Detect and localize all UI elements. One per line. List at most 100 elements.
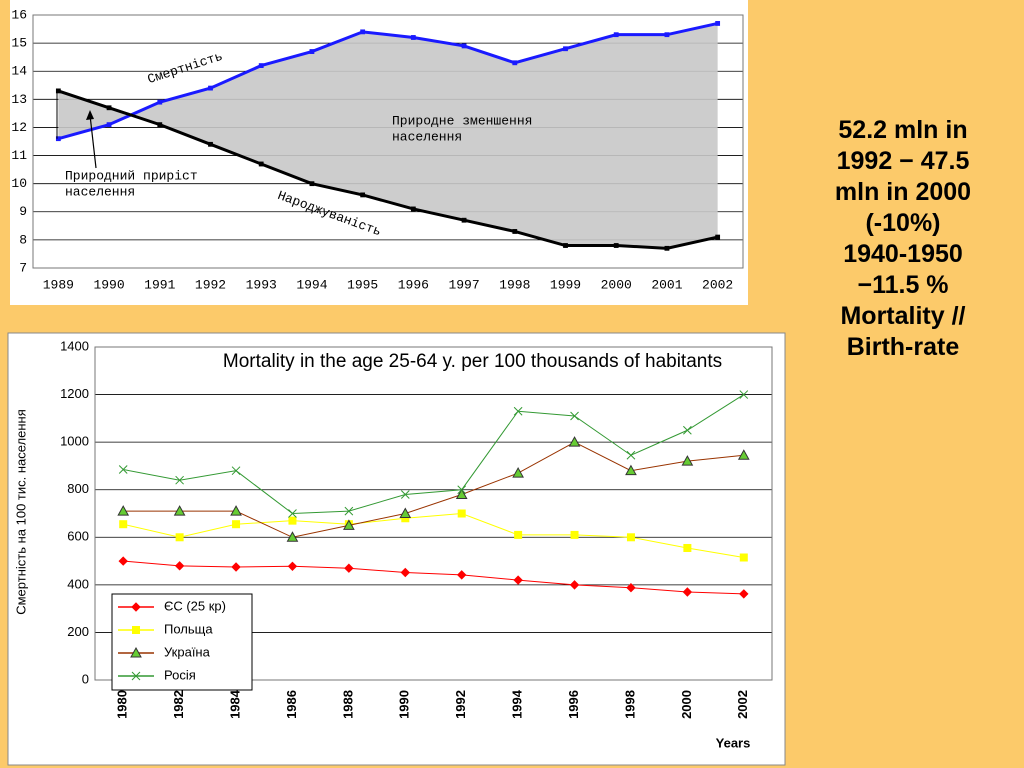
- marker: [208, 141, 213, 147]
- marker: [309, 181, 315, 187]
- y-tick-label: 1400: [60, 338, 89, 353]
- side-text-line: Mortality //: [840, 302, 966, 330]
- legend-label: Росія: [164, 667, 196, 682]
- marker: [360, 29, 366, 35]
- marker: [106, 105, 112, 111]
- marker: [344, 506, 354, 516]
- marker: [461, 217, 467, 223]
- marker: [230, 505, 242, 516]
- legend-box: [111, 593, 253, 691]
- x-tick-label: 1992: [453, 690, 468, 719]
- marker: [568, 436, 581, 447]
- y-tick-label: 11: [11, 148, 27, 163]
- marker: [737, 449, 750, 460]
- marker: [106, 122, 112, 128]
- marker: [174, 561, 185, 571]
- marker: [157, 99, 163, 105]
- x-axis-label: Years: [716, 735, 751, 750]
- marker: [570, 530, 579, 539]
- marker: [681, 455, 694, 466]
- x-tick-label: 1994: [510, 689, 525, 719]
- marker: [455, 488, 468, 499]
- marker: [683, 425, 692, 435]
- y-tick-label: 0: [82, 671, 89, 686]
- marker: [258, 161, 264, 167]
- series-line: [57, 89, 718, 250]
- y-tick-label: 14: [11, 64, 27, 79]
- y-axis-label: Смертність на 100 тис. населення: [13, 409, 28, 615]
- x-tick-label: 2002: [702, 277, 733, 292]
- x-tick-label: 1980: [115, 690, 130, 719]
- marker: [157, 122, 163, 128]
- x-tick-label: 1989: [43, 277, 74, 292]
- side-text-line: Birth-rate: [846, 333, 960, 361]
- legend-label: ЄС (25 кр): [164, 598, 226, 613]
- x-tick-label: 1998: [499, 277, 530, 292]
- marker: [232, 520, 241, 529]
- marker: [399, 507, 412, 518]
- marker: [512, 229, 518, 234]
- x-tick-label: 1997: [448, 277, 479, 292]
- side-text: 52.2 mln in 1992 − 47.5 mln in 2000 (-10%) 1…: [788, 115, 1018, 363]
- marker: [512, 60, 518, 66]
- side-text-line: mln in 2000: [834, 178, 972, 206]
- y-tick-label: 1000: [60, 434, 89, 449]
- marker: [664, 245, 670, 251]
- marker: [410, 35, 416, 40]
- y-tick-label: 400: [67, 576, 89, 591]
- marker: [175, 533, 184, 542]
- marker: [513, 406, 523, 416]
- chart-mortality-birth: 7 8 9 10 11 12 13 14 15 16 1989 1990 1991 1992 1993 199…: [11, 7, 744, 292]
- marker: [286, 531, 299, 542]
- chart-panel: [7, 332, 786, 766]
- marker: [664, 32, 670, 38]
- marker: [570, 411, 579, 421]
- x-tick-label: 1994: [296, 277, 327, 292]
- marker: [563, 46, 568, 52]
- annotation: населення: [65, 184, 135, 199]
- marker: [626, 533, 635, 542]
- marker: [457, 509, 466, 518]
- x-tick-label: 2002: [735, 690, 750, 719]
- marker: [258, 63, 264, 69]
- marker: [309, 49, 315, 54]
- marker: [457, 485, 467, 495]
- series-line: [123, 394, 745, 515]
- marker: [514, 530, 523, 539]
- x-tick-label: 2000: [679, 690, 694, 719]
- marker: [55, 136, 61, 142]
- marker: [360, 192, 366, 198]
- marker: [288, 509, 297, 518]
- marker: [613, 243, 619, 248]
- x-tick-label: 1996: [566, 690, 581, 719]
- x-tick-label: 1999: [550, 277, 581, 292]
- annotation-arrow: [89, 114, 97, 169]
- series-line: [123, 560, 744, 595]
- marker: [569, 580, 580, 590]
- marker: [715, 234, 721, 240]
- marker: [208, 85, 213, 91]
- annotation: Природний приріст: [65, 168, 198, 183]
- x-tick-label: 1991: [144, 277, 175, 292]
- marker: [400, 490, 410, 499]
- chart-title: Mortality in the age 25-64 y. per 100 th…: [222, 351, 723, 372]
- marker: [739, 553, 748, 562]
- marker: [715, 21, 721, 26]
- marker: [130, 646, 142, 658]
- x-tick-label: 1992: [195, 277, 226, 292]
- y-tick-label: 800: [67, 481, 89, 496]
- marker: [613, 32, 619, 38]
- marker: [131, 602, 141, 612]
- marker: [682, 587, 693, 597]
- y-tick-label: 600: [67, 529, 89, 544]
- marker: [739, 390, 749, 399]
- marker: [118, 556, 128, 566]
- y-tick-label: 9: [19, 204, 27, 219]
- x-tick-label: 1996: [398, 277, 429, 292]
- x-tick-label: 1995: [347, 277, 378, 292]
- marker: [512, 467, 524, 478]
- marker: [231, 466, 241, 476]
- marker: [461, 43, 467, 49]
- marker: [132, 626, 140, 634]
